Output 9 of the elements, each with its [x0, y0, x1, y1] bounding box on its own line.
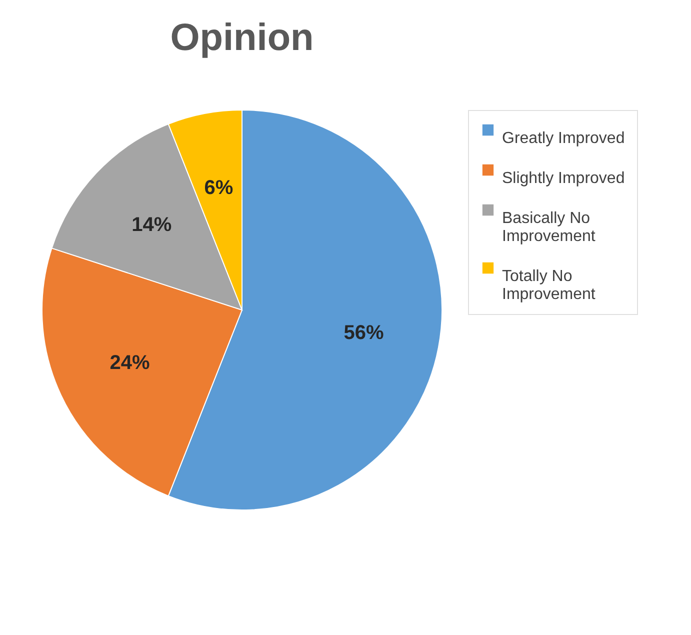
chart-title: Opinion	[170, 17, 314, 59]
legend-label: Totally No Improvement	[502, 268, 596, 303]
data-label: 24%	[110, 352, 150, 374]
legend-label: Basically No Improvement	[502, 210, 596, 245]
data-label: 6%	[204, 177, 234, 200]
legend-label: Greatly Improved	[502, 130, 625, 147]
data-label: 14%	[132, 214, 172, 236]
data-label: 56%	[344, 322, 384, 344]
legend-label: Slightly Improved	[502, 170, 625, 187]
